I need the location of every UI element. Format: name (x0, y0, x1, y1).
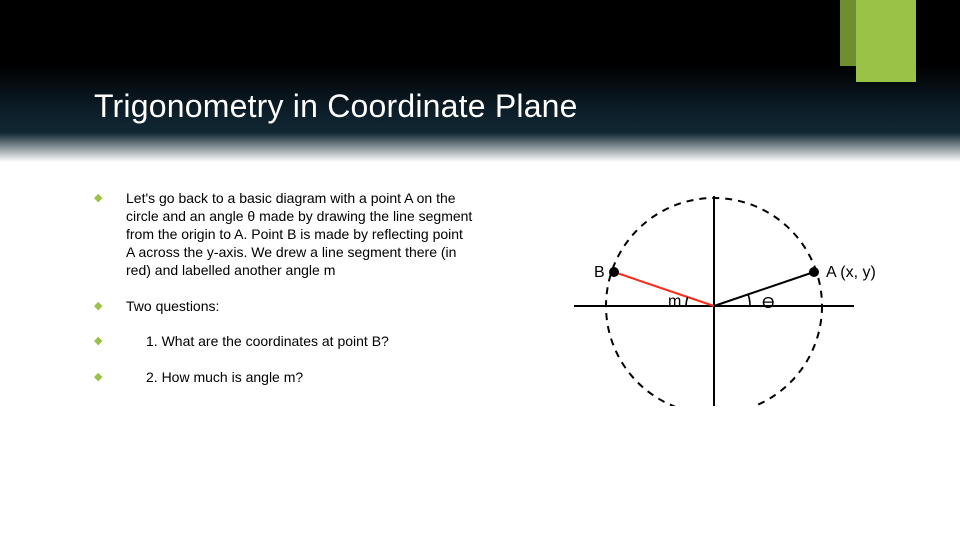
label-m: m (668, 293, 681, 310)
slide-title: Trigonometry in Coordinate Plane (94, 88, 578, 125)
label-b: B (594, 264, 605, 281)
bullet-item: 1. What are the coordinates at point B? (94, 333, 474, 351)
point-b (609, 267, 619, 277)
label-a: A (x, y) (826, 264, 876, 281)
accent-block (840, 0, 916, 100)
coordinate-diagram: A (x, y) B ϴ m (544, 186, 884, 406)
angle-m-arc (686, 297, 688, 306)
bullet-item: Two questions: (94, 298, 474, 316)
content-area: Let's go back to a basic diagram with a … (94, 190, 874, 405)
point-a (809, 267, 819, 277)
bullet-list: Let's go back to a basic diagram with a … (94, 190, 474, 387)
bullet-item: Let's go back to a basic diagram with a … (94, 190, 474, 280)
diagram-column: A (x, y) B ϴ m (544, 186, 884, 406)
segment-ob (614, 272, 714, 306)
slide: Trigonometry in Coordinate Plane Let's g… (0, 0, 960, 540)
accent-light (856, 0, 916, 82)
angle-theta-arc (748, 294, 750, 306)
text-column: Let's go back to a basic diagram with a … (94, 190, 474, 405)
banner-gradient (0, 0, 960, 162)
label-theta: ϴ (762, 295, 774, 312)
bullet-item: 2. How much is angle m? (94, 369, 474, 387)
accent-dark (840, 0, 856, 66)
